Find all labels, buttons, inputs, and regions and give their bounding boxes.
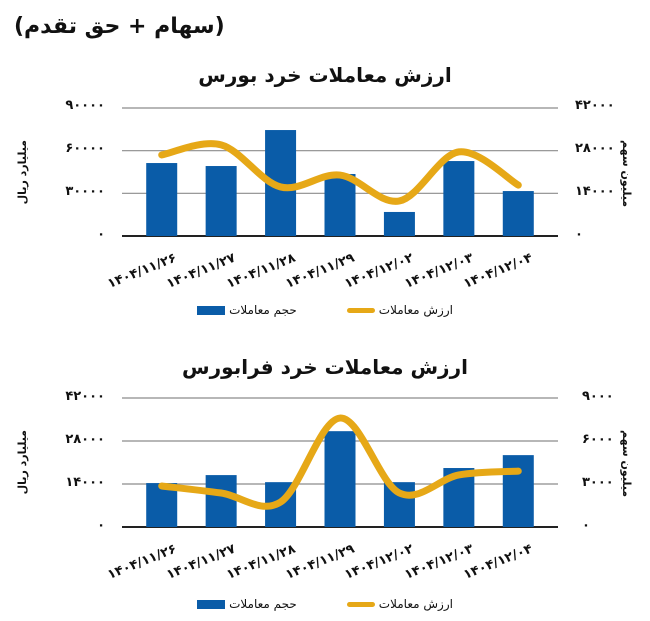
bar	[205, 166, 237, 236]
bar-swatch-icon	[197, 599, 226, 609]
right-axis-title: میلیون سهم	[620, 140, 633, 208]
chart-title: ارزش معاملات خرد بورس	[198, 63, 452, 87]
right-tick: ۰	[575, 227, 583, 242]
bar	[146, 163, 178, 236]
bar	[443, 161, 475, 236]
legend-label: حجم معاملات	[229, 303, 297, 317]
page-title: (سهام + حق تقدم)	[14, 14, 225, 39]
chart-title: ارزش معاملات خرد فرابورس	[182, 355, 468, 379]
legend-item-value: ارزش معاملات	[346, 597, 453, 611]
plot-area	[122, 107, 558, 237]
legend-label: ارزش معاملات	[378, 303, 453, 317]
right-tick: ۴۲۰۰۰	[575, 98, 615, 113]
right-tick: ۶۰۰۰	[582, 432, 614, 447]
legend-label: ارزش معاملات	[378, 597, 453, 611]
right-axis-title: میلیون سهم	[620, 430, 633, 498]
legend: ارزش معاملات حجم معاملات	[0, 597, 650, 611]
legend-item-volume: حجم معاملات	[197, 303, 297, 317]
right-tick: ۰	[582, 518, 590, 533]
legend: ارزش معاملات حجم معاملات	[0, 303, 650, 317]
bar	[205, 475, 237, 527]
right-tick: ۲۸۰۰۰	[575, 141, 615, 156]
legend-label: حجم معاملات	[229, 597, 297, 611]
bar	[502, 455, 534, 527]
legend-item-value: ارزش معاملات	[346, 303, 453, 317]
line-swatch-icon	[346, 307, 375, 313]
legend-item-volume: حجم معاملات	[197, 597, 297, 611]
bar	[383, 211, 415, 236]
bar	[502, 191, 534, 236]
left-tick: ۹۰۰۰۰	[65, 98, 105, 113]
right-tick: ۱۴۰۰۰	[575, 184, 615, 199]
left-tick: ۴۲۰۰۰	[65, 389, 105, 404]
bar-swatch-icon	[197, 305, 226, 315]
line-swatch-icon	[346, 601, 375, 607]
bar	[324, 431, 356, 527]
value-line	[158, 414, 522, 510]
left-tick: ۰	[97, 518, 105, 533]
left-tick: ۶۰۰۰۰	[65, 141, 105, 156]
left-tick: ۲۸۰۰۰	[65, 432, 105, 447]
right-tick: ۹۰۰۰	[582, 389, 614, 404]
bar	[383, 482, 415, 527]
left-tick: ۱۴۰۰۰	[65, 475, 105, 490]
value-line	[158, 140, 522, 205]
left-tick: ۳۰۰۰۰	[65, 184, 105, 199]
right-tick: ۳۰۰۰	[582, 475, 614, 490]
chart-bourse: ارزش معاملات خرد بورس میلیارد ریال میلیو…	[0, 63, 650, 317]
bar	[324, 173, 356, 236]
left-tick: ۰	[97, 227, 105, 242]
